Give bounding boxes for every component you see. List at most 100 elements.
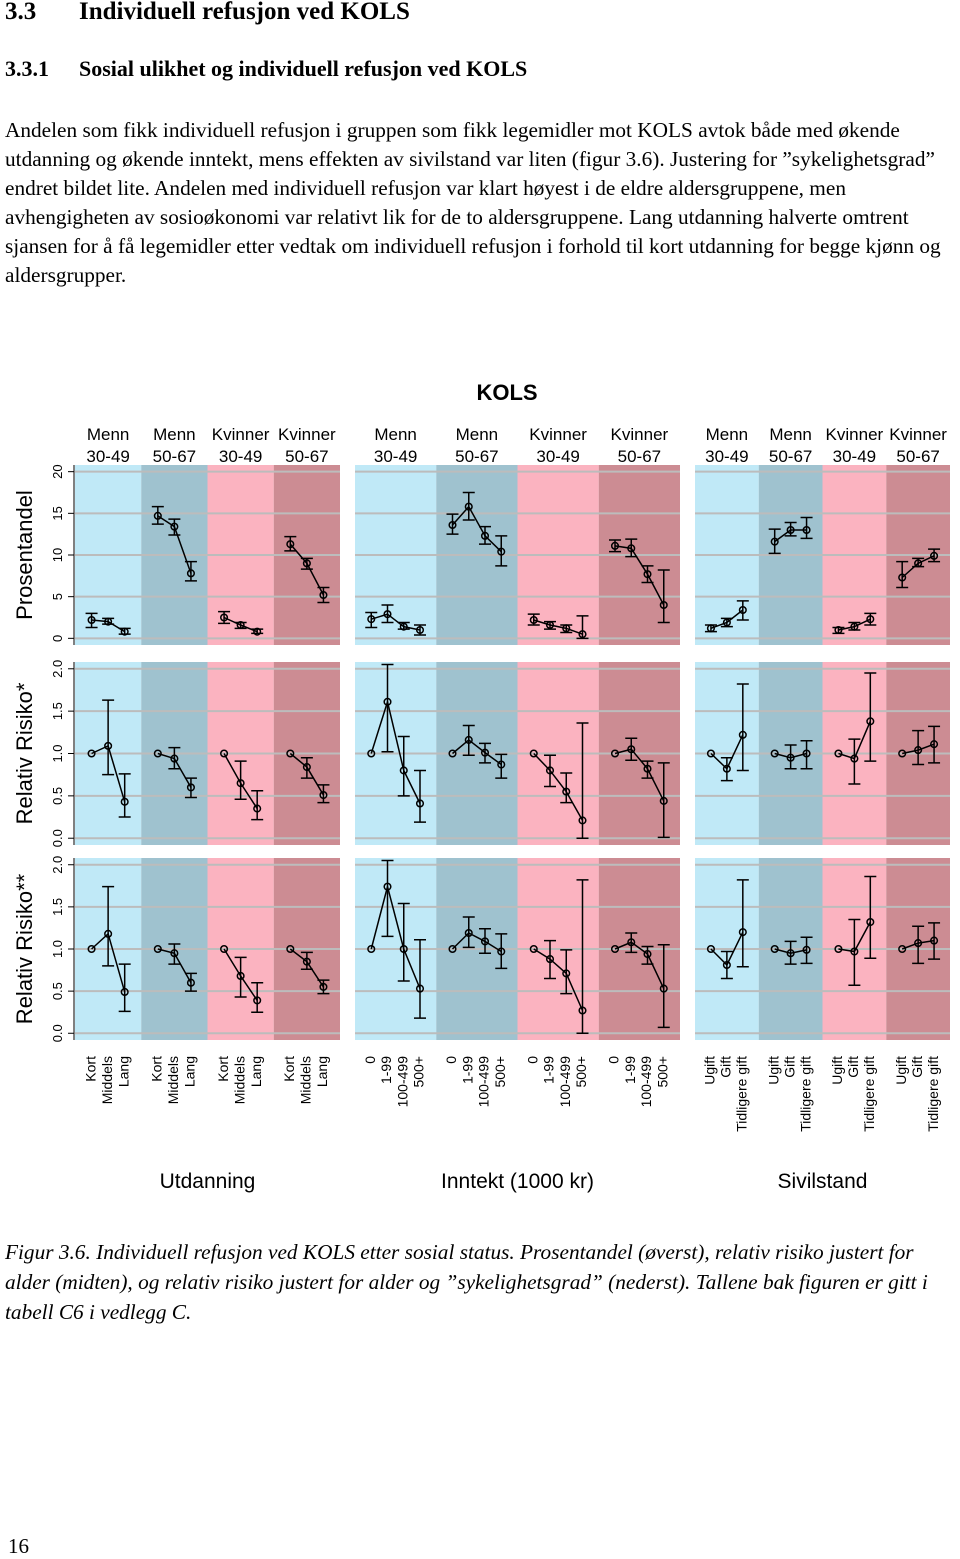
point (738, 730, 747, 739)
panel-header: Menn (374, 425, 417, 444)
point (786, 525, 795, 535)
point (643, 570, 652, 579)
point (399, 944, 408, 954)
caption: Figur 3.6. Individuell refusjon ved KOLS… (5, 1240, 928, 1324)
point (706, 944, 715, 954)
point (898, 573, 907, 582)
point (562, 787, 571, 796)
point (104, 929, 113, 938)
point (153, 511, 162, 520)
error-bar (928, 725, 941, 764)
point (930, 551, 939, 560)
line (452, 738, 502, 766)
point (286, 749, 295, 758)
point (898, 944, 907, 954)
point (464, 735, 473, 744)
point (562, 969, 571, 978)
point (866, 717, 875, 726)
point (610, 541, 620, 550)
error-bar (300, 756, 313, 779)
point (497, 760, 506, 769)
x-tick-label: Kort (149, 1056, 165, 1082)
point (529, 615, 538, 625)
error-bar (864, 672, 877, 762)
y-axis-label: Relativ Risiko** (12, 873, 37, 1024)
error-bar (625, 932, 638, 954)
point (236, 779, 245, 788)
error-bar (495, 753, 508, 779)
panel-header: 50-67 (618, 447, 661, 466)
y-tick-label: 0.0 (50, 1024, 65, 1042)
panel-header: Menn (456, 425, 499, 444)
point (286, 944, 295, 954)
error-bar (800, 516, 813, 540)
x-tick-label: 0 (524, 1056, 540, 1064)
error-bar (118, 773, 131, 818)
point (120, 627, 129, 636)
point (545, 955, 555, 964)
x-tick-label: Ugift (702, 1056, 718, 1085)
point (153, 749, 162, 758)
y-tick-label: 15 (50, 506, 65, 520)
point (253, 627, 262, 636)
group-label: Utdanning (160, 1170, 256, 1193)
point (578, 630, 587, 639)
point (643, 764, 652, 773)
error-bar (641, 565, 654, 584)
point (383, 697, 392, 706)
y-tick-label: 2.0 (50, 856, 65, 874)
point (367, 749, 376, 758)
point (367, 944, 376, 954)
heading-title: Individuell refusjon ved KOLS (79, 0, 410, 25)
error-bar (414, 938, 426, 1019)
error-bar (317, 979, 330, 995)
error-bar (576, 615, 589, 640)
error-bar (784, 940, 797, 965)
point (464, 502, 473, 511)
error-bar (800, 740, 813, 770)
point (578, 1006, 587, 1015)
subheading-number: 3.3.1 (5, 56, 49, 81)
point (738, 605, 747, 615)
point (545, 766, 555, 775)
point (529, 749, 538, 758)
error-bar (625, 737, 638, 762)
y-tick-label: 0.5 (50, 787, 65, 805)
error-bar (381, 663, 394, 753)
error-bar (479, 525, 491, 545)
x-tick-label: Middels (298, 1056, 314, 1104)
subheading-title: Sosial ulikhet og individuell refusjon v… (79, 56, 528, 81)
x-tick-label: Lang (248, 1056, 264, 1087)
x-tick-label: 0 (606, 1056, 622, 1064)
x-tick-label: Ugift (829, 1056, 845, 1085)
error-bar (720, 756, 733, 782)
point (834, 625, 843, 635)
point (87, 615, 96, 625)
point (529, 944, 538, 954)
page-number: 16 (8, 1534, 29, 1558)
point (722, 960, 731, 970)
y-tick-label: 0.0 (50, 829, 65, 847)
panel-header: Kvinner (826, 425, 884, 444)
point (738, 928, 747, 937)
point (87, 749, 96, 758)
panel-header: 30-49 (536, 447, 579, 466)
panel-header: Kvinner (611, 425, 669, 444)
error-bar (184, 560, 197, 582)
x-tick-label: Ugift (893, 1056, 909, 1085)
point (914, 559, 923, 568)
chart-title: KOLS (476, 380, 537, 405)
point (480, 531, 490, 540)
line (533, 948, 584, 1011)
error-bar (168, 943, 181, 965)
panel-header: 50-67 (896, 447, 939, 466)
x-tick-label: 500+ (573, 1056, 589, 1088)
line (614, 545, 665, 606)
y-tick-label: 1.5 (50, 898, 65, 916)
error-bar (736, 879, 749, 968)
point (319, 982, 328, 991)
point (802, 525, 811, 535)
panel-header: Kvinner (212, 425, 270, 444)
point (562, 624, 571, 633)
point (153, 944, 162, 954)
